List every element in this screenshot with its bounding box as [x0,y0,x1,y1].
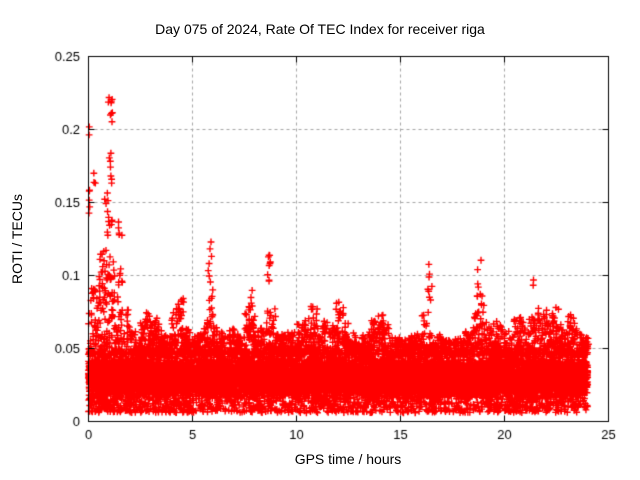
y-axis-label-text: ROTI / TECUs [9,194,25,284]
x-axis-label: GPS time / hours [294,451,402,467]
chart-title: Day 075 of 2024, Rate Of TEC Index for r… [155,21,485,37]
